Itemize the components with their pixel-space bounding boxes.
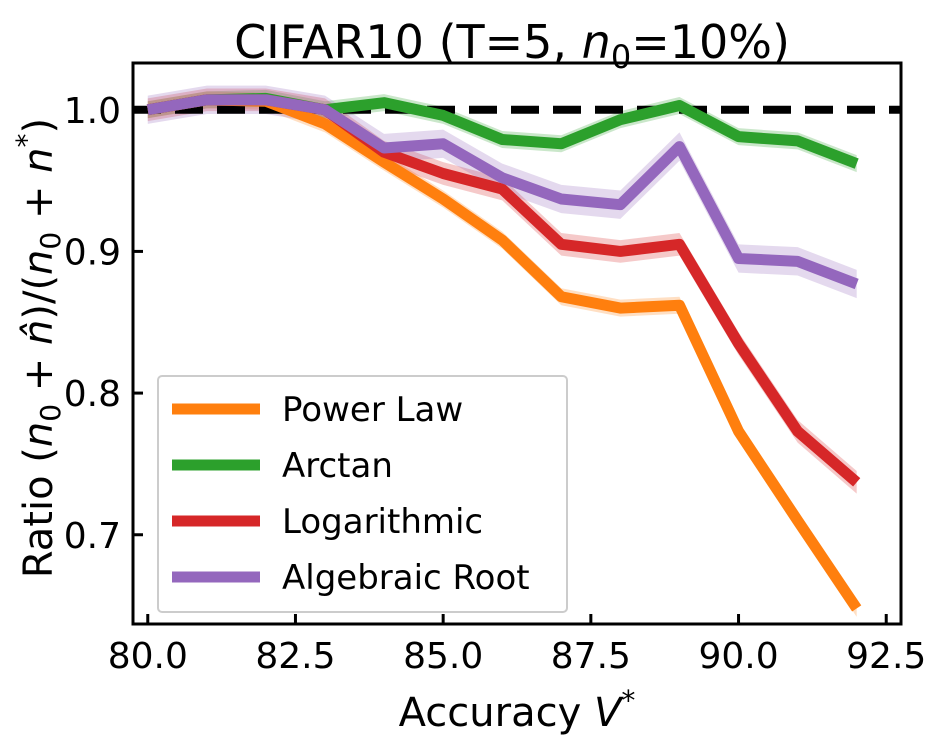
- x-tick-label: 90.0: [698, 636, 778, 677]
- legend: Power Law Arctan Logarithmic Algebraic Root: [157, 375, 568, 613]
- x-axis-label: Accuracy V*: [399, 684, 636, 736]
- legend-box: [157, 375, 568, 613]
- y-tick-label: 1.0: [64, 91, 121, 132]
- legend-label-power-law: Power Law: [282, 390, 463, 430]
- legend-label-algebraic-root: Algebraic Root: [282, 558, 530, 598]
- chart-title: CIFAR10 (T=5, n0=10%): [234, 15, 790, 76]
- legend-label-arctan: Arctan: [282, 446, 393, 486]
- y-tick-label: 0.8: [64, 374, 121, 415]
- x-axis-ticks: 80.0 82.5 85.0 87.5 90.0 92.5: [108, 614, 926, 677]
- y-axis-ticks: 0.7 0.8 0.9 1.0: [64, 91, 143, 557]
- y-tick-label: 0.9: [64, 232, 121, 273]
- legend-label-logarithmic: Logarithmic: [282, 502, 483, 542]
- series-lines: [146, 92, 862, 612]
- y-axis-label: Ratio (n0 + n̂)/(n0 + n*): [10, 118, 67, 578]
- series-line-algebraic-root: [146, 94, 859, 290]
- x-tick-label: 85.0: [403, 636, 483, 677]
- plot-frame: [131, 61, 903, 626]
- x-tick-label: 87.5: [551, 636, 631, 677]
- x-tick-label: 92.5: [846, 636, 926, 677]
- x-tick-label: 82.5: [255, 636, 335, 677]
- y-tick-label: 0.7: [64, 516, 121, 557]
- x-tick-label: 80.0: [108, 636, 188, 677]
